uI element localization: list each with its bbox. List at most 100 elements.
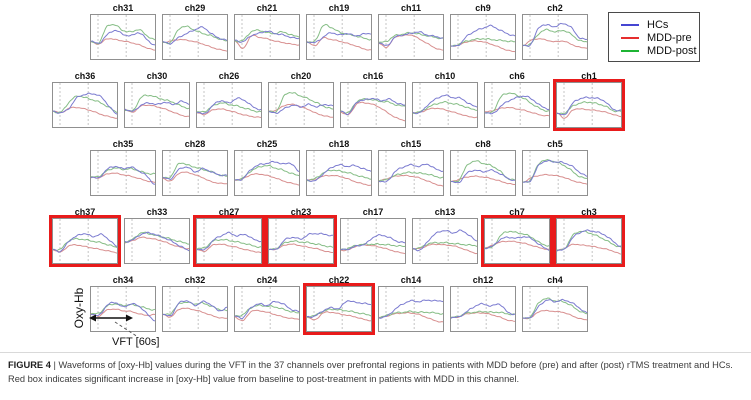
channel-cell-ch31: ch31 xyxy=(90,3,156,60)
channel-cell-ch23: ch23 xyxy=(265,207,337,267)
series-hcs-line xyxy=(124,231,190,252)
series-hcs-line xyxy=(306,32,372,44)
channel-title-ch13: ch13 xyxy=(434,207,456,217)
channel-waveform-ch28 xyxy=(162,150,228,196)
series-hcs-line xyxy=(556,96,622,116)
series-hcs-line xyxy=(412,94,478,115)
series-hcs-line xyxy=(162,166,228,180)
channel-waveform-ch21 xyxy=(234,14,300,60)
series-pre-line xyxy=(556,108,622,119)
channel-waveform-ch23 xyxy=(265,215,337,267)
channel-title-ch21: ch21 xyxy=(256,3,278,13)
series-hcs-line xyxy=(522,22,588,48)
channel-cell-ch35: ch35 xyxy=(90,139,156,196)
series-post-line xyxy=(484,92,550,114)
channel-waveform-ch25 xyxy=(234,150,300,196)
channel-cell-ch15: ch15 xyxy=(378,139,444,196)
series-pre-line xyxy=(234,173,300,186)
legend-line-swatch xyxy=(621,23,639,26)
channel-waveform-ch11 xyxy=(378,14,444,60)
series-pre-line xyxy=(378,174,444,187)
series-post-line xyxy=(52,237,118,251)
series-pre-line xyxy=(450,40,516,53)
channel-cell-ch27: ch27 xyxy=(193,207,265,267)
series-hcs-line xyxy=(90,165,156,185)
channel-title-ch35: ch35 xyxy=(112,139,134,149)
legend-label: MDD-pre xyxy=(647,31,692,44)
channel-cell-ch37: ch37 xyxy=(49,207,121,267)
channel-title-ch18: ch18 xyxy=(328,139,350,149)
series-hcs-line xyxy=(53,92,118,115)
channel-cell-ch6: ch6 xyxy=(484,71,550,128)
series-post-line xyxy=(52,95,118,114)
channel-cell-ch5: ch5 xyxy=(522,139,588,196)
channel-title-ch5: ch5 xyxy=(547,139,563,149)
series-pre-line xyxy=(522,173,588,185)
legend-entries: HCs MDD-pre MDD-post xyxy=(621,18,697,57)
channel-cell-ch20: ch20 xyxy=(268,71,334,128)
channel-title-ch7: ch7 xyxy=(509,207,525,217)
legend-entry-MDD-pre: MDD-pre xyxy=(621,31,693,44)
channel-waveform-ch6 xyxy=(484,82,550,128)
channel-title-ch31: ch31 xyxy=(112,3,134,13)
series-pre-line xyxy=(162,307,228,319)
channel-row-5: ch34 ch32 ch24 ch22 ch14 ch12 ch4 xyxy=(90,275,588,335)
series-post-line xyxy=(196,102,262,113)
series-post-line xyxy=(234,29,300,43)
channel-cell-ch22: ch22 xyxy=(303,275,375,335)
channel-cell-ch19: ch19 xyxy=(306,3,372,60)
channel-cell-ch1: ch1 xyxy=(553,71,625,131)
series-hcs-line xyxy=(413,229,478,252)
series-hcs-line xyxy=(268,232,333,251)
channel-title-ch37: ch37 xyxy=(74,207,96,217)
channel-title-ch12: ch12 xyxy=(472,275,494,285)
series-post-line xyxy=(306,23,372,44)
channel-cell-ch2: ch2 xyxy=(522,3,588,60)
channel-cell-ch13: ch13 xyxy=(412,207,478,264)
series-hcs-line xyxy=(234,160,300,181)
channel-waveform-ch8 xyxy=(450,150,516,196)
series-hcs-line xyxy=(522,298,588,319)
channel-title-ch15: ch15 xyxy=(400,139,422,149)
channel-row-3: ch35 ch28 ch25 ch18 ch15 ch8 ch5 xyxy=(90,139,588,196)
series-pre-line xyxy=(124,236,190,250)
channel-title-ch6: ch6 xyxy=(509,71,525,81)
legend-entry-MDD-post: MDD-post xyxy=(621,44,697,57)
channel-title-ch22: ch22 xyxy=(328,275,350,285)
series-pre-line xyxy=(196,108,262,118)
channel-waveform-ch15 xyxy=(378,150,444,196)
series-hcs-line xyxy=(340,97,405,116)
channel-cell-ch25: ch25 xyxy=(234,139,300,196)
series-pre-line xyxy=(162,38,228,52)
channel-waveform-ch16 xyxy=(340,82,406,128)
channel-title-ch25: ch25 xyxy=(256,139,278,149)
channel-cell-ch24: ch24 xyxy=(234,275,300,332)
channel-waveform-ch33 xyxy=(124,218,190,264)
series-hcs-line xyxy=(484,95,550,115)
series-hcs-line xyxy=(522,159,588,183)
channel-title-ch14: ch14 xyxy=(400,275,422,285)
channel-title-ch19: ch19 xyxy=(328,3,350,13)
channel-cell-ch4: ch4 xyxy=(522,275,588,332)
series-post-line xyxy=(556,230,622,251)
series-hcs-line xyxy=(234,300,300,320)
series-hcs-line xyxy=(90,29,156,46)
channel-cell-ch17: ch17 xyxy=(340,207,406,264)
series-pre-line xyxy=(306,311,372,322)
series-post-line xyxy=(90,23,156,45)
channel-title-ch9: ch9 xyxy=(475,3,491,13)
channel-waveform-ch3 xyxy=(553,215,625,267)
vft-label: VFT [60s] xyxy=(112,336,160,348)
channel-title-ch17: ch17 xyxy=(362,207,384,217)
series-post-line xyxy=(162,25,228,45)
channel-row-1: ch31 ch29 ch21 ch19 ch11 ch9 ch2 xyxy=(90,3,588,60)
series-hcs-line xyxy=(378,163,444,183)
channel-cell-ch33: ch33 xyxy=(124,207,190,264)
series-hcs-line xyxy=(306,300,372,319)
figure-caption-separator: | xyxy=(50,360,59,370)
series-hcs-line xyxy=(53,233,118,253)
series-hcs-line xyxy=(306,163,372,182)
channel-waveform-ch7 xyxy=(481,215,553,267)
channel-title-ch29: ch29 xyxy=(184,3,206,13)
channel-cell-ch8: ch8 xyxy=(450,139,516,196)
